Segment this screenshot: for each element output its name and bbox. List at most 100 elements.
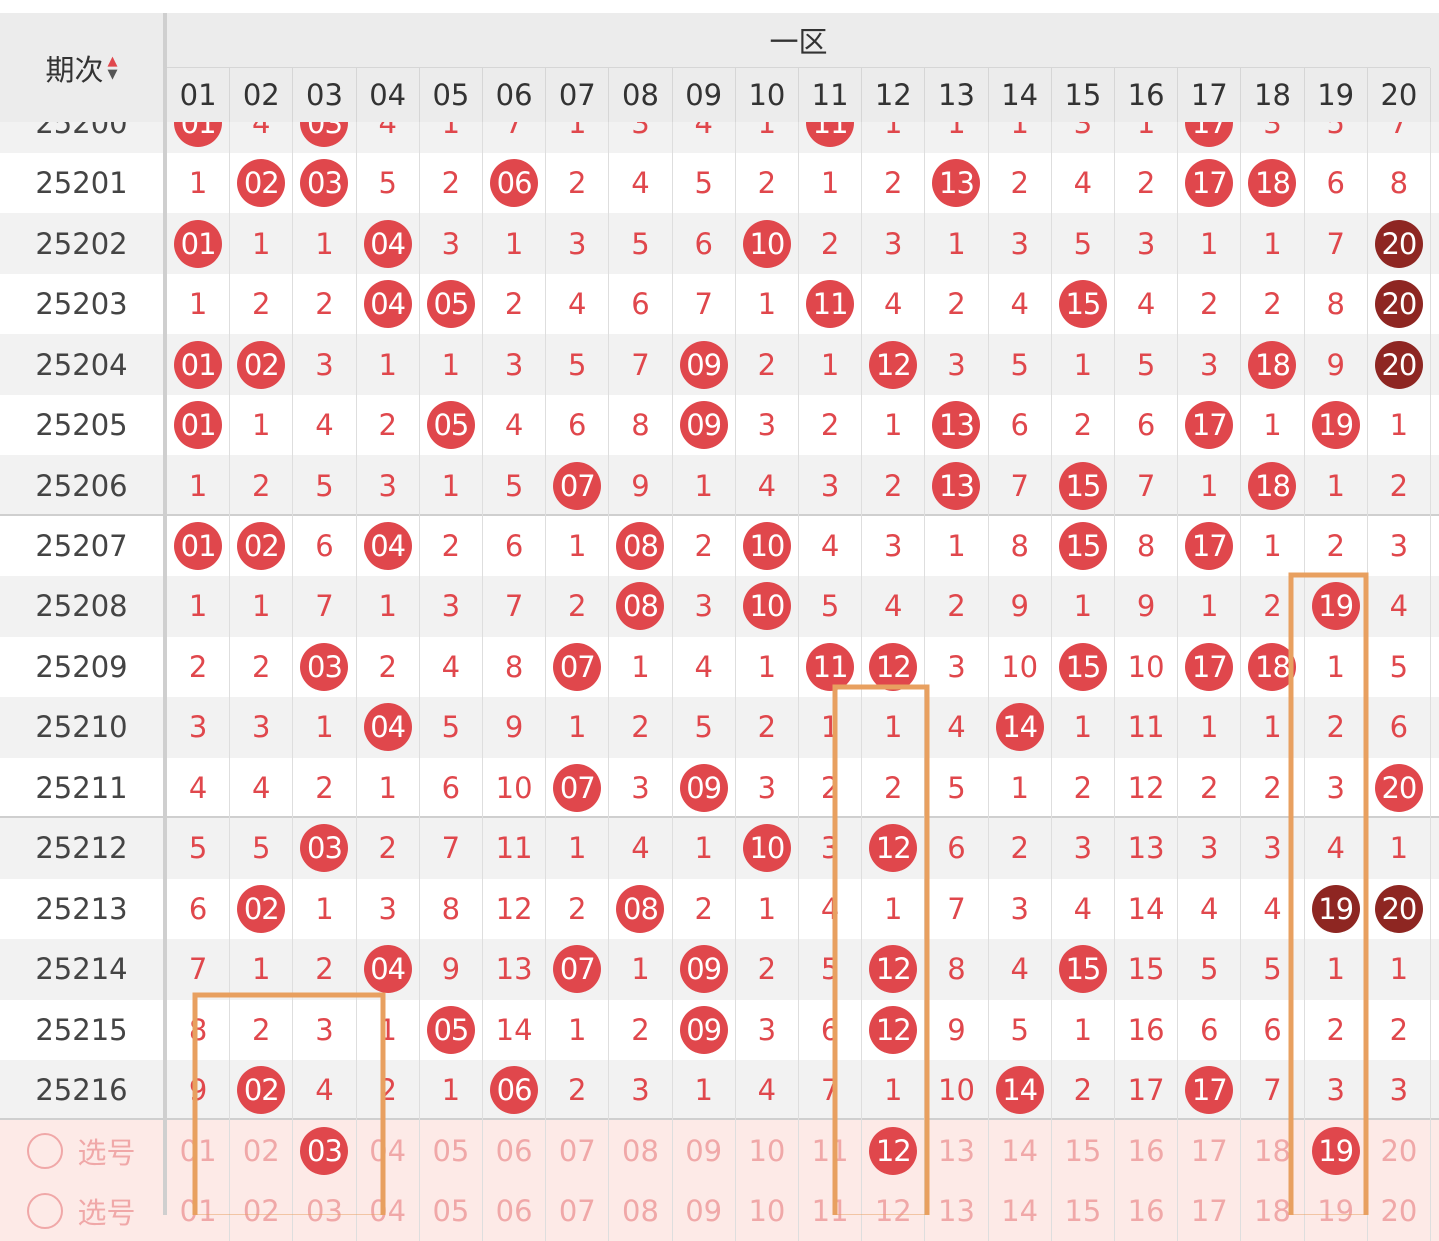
pick-label[interactable]: 选号 [0, 1181, 163, 1241]
cell: 9 [167, 1060, 231, 1121]
cell: 2 [1178, 273, 1242, 335]
cell: 2 [799, 394, 863, 456]
cell: 5 [1368, 636, 1431, 698]
cell: 01 [167, 515, 231, 577]
cell[interactable]: 02 [230, 1120, 294, 1181]
cell: 2 [230, 273, 294, 335]
cell[interactable]: 05 [420, 1180, 483, 1241]
cell: 9 [420, 939, 483, 1000]
column-header: 02 [230, 68, 294, 122]
cell[interactable]: 05 [420, 1120, 483, 1181]
cell: 2 [862, 152, 926, 214]
cell: 1 [1305, 939, 1368, 1000]
ball: 15 [1058, 642, 1107, 691]
column-header: 06 [483, 68, 547, 122]
cell: 2 [357, 394, 420, 456]
cell: 10 [736, 576, 799, 637]
cell[interactable]: 14 [989, 1180, 1052, 1241]
cell[interactable]: 16 [1115, 1180, 1179, 1241]
cell[interactable]: 19 [1305, 1180, 1368, 1241]
cell[interactable]: 15 [1052, 1120, 1115, 1181]
cell[interactable]: 06 [483, 1180, 547, 1241]
cell: 6 [799, 999, 863, 1061]
cell[interactable]: 10 [736, 1180, 799, 1241]
cell: 10 [925, 1060, 989, 1121]
period: 25210 [35, 710, 128, 745]
cell[interactable]: 08 [609, 1120, 673, 1181]
period-header[interactable]: 期次 ▲ ▼ [0, 13, 163, 122]
cell[interactable]: 18 [1241, 1180, 1305, 1241]
cell: 13 [925, 455, 989, 516]
cell: 3 [925, 636, 989, 698]
cell: 5 [1115, 334, 1179, 395]
cell: 19 [1305, 394, 1368, 456]
cell[interactable]: 03 [293, 1120, 357, 1181]
cell[interactable]: 17 [1178, 1120, 1242, 1181]
cell: 8 [1115, 515, 1179, 577]
cell[interactable]: 12 [862, 1180, 926, 1241]
cell[interactable]: 01 [167, 1180, 231, 1241]
ball: 12 [869, 945, 918, 994]
cell[interactable]: 02 [230, 1180, 294, 1241]
cell[interactable]: 07 [546, 1120, 610, 1181]
column-header: 20 [1368, 68, 1431, 122]
cell: 05 [420, 394, 483, 456]
cell: 2 [989, 818, 1052, 879]
ball: 17 [1185, 642, 1234, 691]
radio[interactable] [27, 1132, 64, 1169]
cell[interactable]: 09 [673, 1120, 736, 1181]
cell: 4 [989, 939, 1052, 1000]
cell[interactable]: 04 [357, 1180, 420, 1241]
cell[interactable]: 01 [167, 1120, 231, 1181]
column-header: 18 [1241, 68, 1305, 122]
cell: 05 [420, 999, 483, 1061]
pick-label[interactable]: 选号 [0, 1120, 163, 1180]
cell: 15 [1052, 939, 1115, 1000]
ball: 20 [1374, 340, 1423, 389]
cell[interactable]: 11 [799, 1120, 863, 1181]
period: 25214 [35, 952, 128, 987]
cell[interactable]: 12 [862, 1120, 926, 1181]
cell: 6 [293, 515, 357, 577]
radio[interactable] [27, 1193, 64, 1230]
cell: 10 [989, 636, 1052, 698]
cell[interactable]: 17 [1178, 1180, 1242, 1241]
cell[interactable]: 13 [925, 1180, 989, 1241]
cell[interactable]: 04 [357, 1120, 420, 1181]
cell[interactable]: 11 [799, 1180, 863, 1241]
cell[interactable]: 10 [736, 1120, 799, 1181]
cell: 5 [673, 697, 736, 758]
cell[interactable]: 15 [1052, 1180, 1115, 1241]
page: 25200 01 4 03 4 1 7 1 3 4 1 11 1 1 1 3 1 17 3 5 7 25201 1 02 03 5… [0, 13, 1439, 1241]
cell[interactable]: 03 [293, 1180, 357, 1241]
ball: 11 [806, 280, 855, 329]
cell: 1 [293, 697, 357, 758]
ball: 09 [679, 1005, 728, 1054]
cell[interactable]: 20 [1368, 1120, 1431, 1181]
ball: 14 [995, 1066, 1044, 1115]
cell[interactable]: 09 [673, 1180, 736, 1241]
cell[interactable]: 13 [925, 1120, 989, 1181]
cell: 11 [1115, 697, 1179, 758]
cell: 4 [673, 636, 736, 698]
ball: 12 [869, 1126, 918, 1175]
cell[interactable]: 19 [1305, 1120, 1368, 1181]
ball: 09 [679, 340, 728, 389]
cell: 1 [1178, 455, 1242, 516]
cell[interactable]: 16 [1115, 1120, 1179, 1181]
cell[interactable]: 14 [989, 1120, 1052, 1181]
cell[interactable]: 07 [546, 1180, 610, 1241]
cell: 3 [1241, 818, 1305, 879]
cell: 1 [1368, 818, 1431, 879]
cell: 7 [167, 939, 231, 1000]
cell: 02 [230, 515, 294, 577]
cell[interactable]: 20 [1368, 1180, 1431, 1241]
cell: 6 [546, 394, 610, 456]
cell: 1 [673, 1060, 736, 1121]
cell[interactable]: 08 [609, 1180, 673, 1241]
cell[interactable]: 06 [483, 1120, 547, 1181]
cell: 8 [1368, 152, 1431, 214]
cell[interactable]: 18 [1241, 1120, 1305, 1181]
cell: 4 [1178, 878, 1242, 940]
cell: 2 [357, 636, 420, 698]
